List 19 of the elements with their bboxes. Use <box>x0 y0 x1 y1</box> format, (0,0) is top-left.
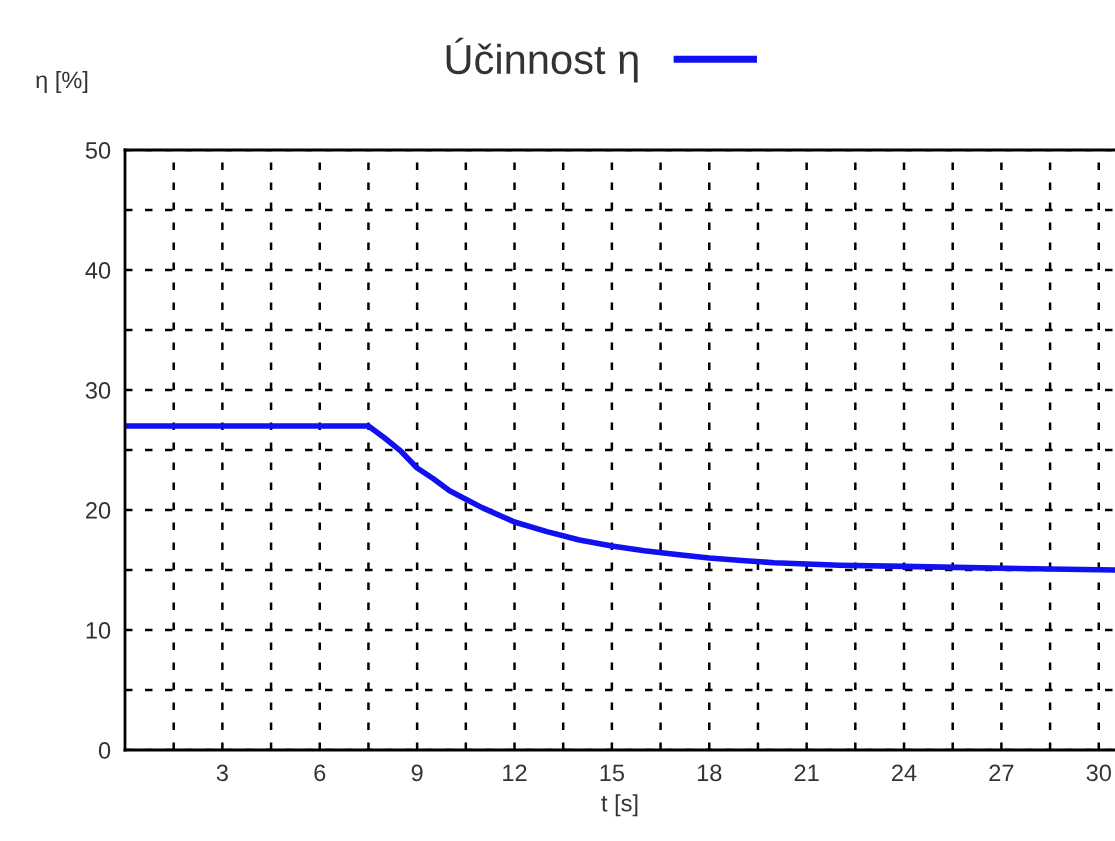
x-tick-label: 21 <box>794 764 819 781</box>
y-tick-label: 50 <box>85 142 111 159</box>
y-tick-label: 30 <box>85 382 111 399</box>
x-tick-label: 3 <box>216 764 228 782</box>
x-tick-label: 6 <box>314 764 326 782</box>
x-axis-title: t [s] <box>601 794 638 817</box>
x-tick-label: 15 <box>600 764 625 782</box>
x-tick-label: 24 <box>892 764 917 781</box>
y-tick-label: 10 <box>86 622 111 639</box>
y-tick-label: 20 <box>86 502 111 519</box>
x-tick-label: 9 <box>411 764 423 782</box>
legend-label: Účinnost η <box>446 37 638 83</box>
x-tick-label: 27 <box>989 764 1014 781</box>
y-tick-label: 40 <box>85 262 111 279</box>
y-axis-title: η [%] <box>36 71 88 93</box>
y-tick-label: 0 <box>98 742 111 759</box>
x-tick-label: 12 <box>503 764 527 781</box>
x-tick-label: 30 <box>1086 764 1111 782</box>
x-tick-label: 18 <box>697 764 722 782</box>
